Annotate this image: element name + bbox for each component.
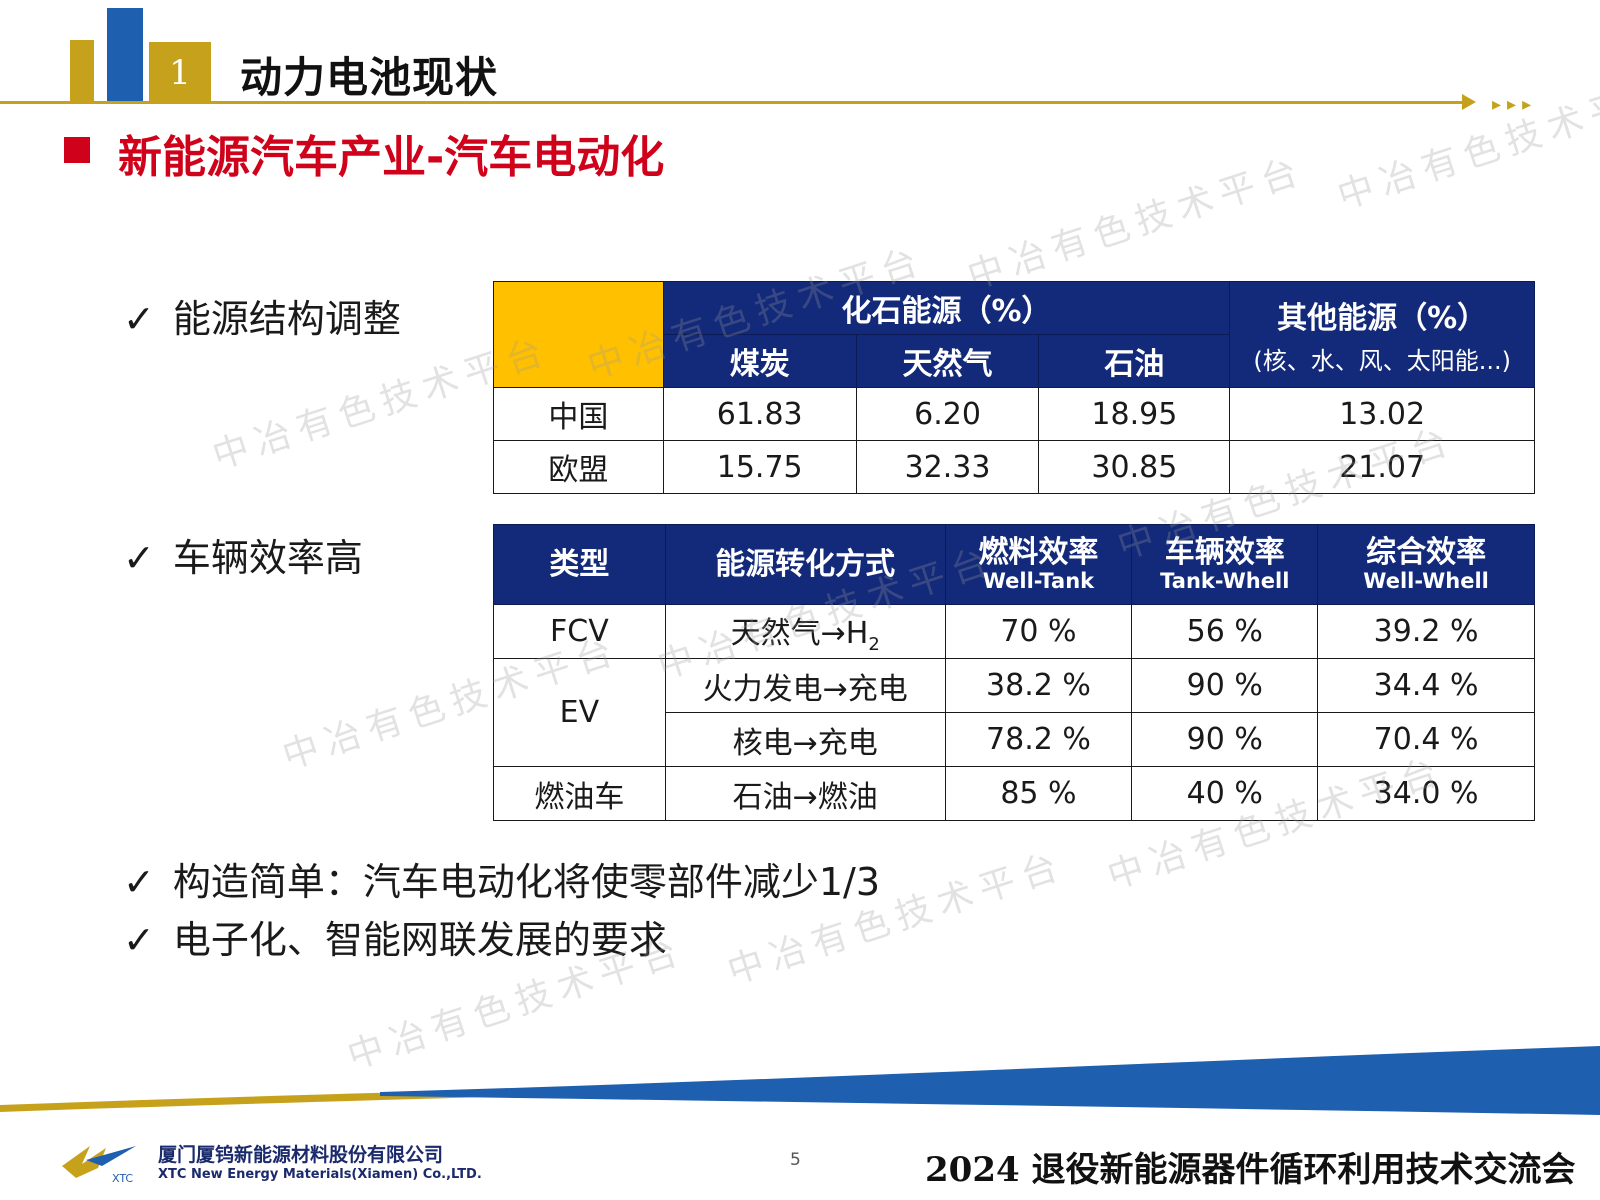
slide-subtitle: 新能源汽车产业-汽车电动化 bbox=[118, 132, 665, 183]
fuel-efficiency-cell: 85 % bbox=[944, 766, 1133, 821]
bullet-text: 能源结构调整 bbox=[172, 297, 401, 341]
header-bar-decoration bbox=[107, 8, 143, 104]
table-row: 燃油车 石油→燃油 85 % 40 % 34.0 % bbox=[493, 766, 1535, 821]
coal-cell: 15.75 bbox=[662, 440, 857, 494]
method-cell: 火力发电→充电 bbox=[664, 658, 946, 713]
table-row: 欧盟 15.75 32.33 30.85 21.07 bbox=[493, 440, 1535, 494]
section-number: 1 bbox=[149, 42, 211, 104]
gas-cell: 6.20 bbox=[855, 387, 1040, 441]
region-cell: 中国 bbox=[493, 387, 664, 441]
svg-text:XTC: XTC bbox=[112, 1172, 133, 1184]
check-icon: ✓ bbox=[123, 860, 155, 904]
column-header-coal: 煤炭 bbox=[662, 334, 857, 388]
method-cell: 核电→充电 bbox=[664, 712, 946, 767]
watermark: 中冶有色技术平台 bbox=[1332, 69, 1600, 218]
bullet-text: 构造简单：汽车电动化将使零部件减少1/3 bbox=[172, 860, 881, 904]
type-cell: 燃油车 bbox=[493, 766, 666, 821]
type-cell: FCV bbox=[493, 604, 666, 659]
other-energy-header: 其他能源（%） (核、水、风、太阳能...) bbox=[1229, 281, 1535, 388]
total-efficiency-cell: 39.2 % bbox=[1317, 604, 1535, 659]
other-cell: 13.02 bbox=[1229, 387, 1535, 441]
energy-structure-table: 化石能源（%） 其他能源（%） (核、水、风、太阳能...) 煤炭 天然气 石油… bbox=[493, 281, 1535, 494]
bullet-text: 车辆效率高 bbox=[172, 536, 363, 580]
arrow-icon bbox=[1462, 94, 1476, 110]
fuel-header-cn: 燃料效率 bbox=[978, 534, 1099, 570]
method-subscript: 2 bbox=[868, 634, 880, 655]
column-header-type: 类型 bbox=[493, 524, 666, 605]
company-logo: XTC bbox=[62, 1146, 136, 1184]
column-header-total: 综合效率 Well-Whell bbox=[1317, 524, 1535, 605]
fuel-header-en: Well-Tank bbox=[982, 569, 1095, 594]
total-header-cn: 综合效率 bbox=[1366, 534, 1487, 570]
check-icon: ✓ bbox=[123, 536, 155, 580]
vehicle-header-cn: 车辆效率 bbox=[1164, 534, 1285, 570]
vehicle-efficiency-cell: 90 % bbox=[1131, 712, 1319, 767]
bullet-energy-structure: ✓ 能源结构调整 bbox=[123, 288, 401, 343]
table-row: 中国 61.83 6.20 18.95 13.02 bbox=[493, 387, 1535, 441]
table-row: FCV 天然气→H2 70 % 56 % 39.2 % bbox=[493, 604, 1535, 659]
bullet-electronics: ✓ 电子化、智能网联发展的要求 bbox=[123, 909, 667, 964]
vehicle-efficiency-cell: 90 % bbox=[1131, 658, 1319, 713]
bullet-simple-structure: ✓ 构造简单：汽车电动化将使零部件减少1/3 bbox=[123, 851, 880, 906]
subtitle-square-icon bbox=[64, 137, 90, 163]
check-icon: ✓ bbox=[123, 297, 155, 341]
page-number: 5 bbox=[790, 1150, 801, 1170]
table-row: EV 火力发电→充电 38.2 % 90 % 34.4 % bbox=[493, 658, 1535, 767]
fossil-energy-header: 化石能源（%） bbox=[662, 281, 1231, 335]
vehicle-efficiency-cell: 56 % bbox=[1131, 604, 1319, 659]
other-cell: 21.07 bbox=[1229, 440, 1535, 494]
column-header-method: 能源转化方式 bbox=[664, 524, 946, 605]
table-corner bbox=[493, 281, 664, 388]
total-efficiency-cell: 70.4 % bbox=[1317, 712, 1535, 767]
vehicle-efficiency-table: 类型 能源转化方式 燃料效率 Well-Tank 车辆效率 Tank-Whell… bbox=[493, 524, 1535, 821]
method-cell: 石油→燃油 bbox=[664, 766, 946, 821]
watermark: 中冶有色技术平台 bbox=[962, 149, 1311, 298]
total-header-en: Well-Whell bbox=[1363, 569, 1489, 594]
vehicle-header-en: Tank-Whell bbox=[1160, 569, 1290, 594]
footer-swoosh bbox=[0, 1046, 1600, 1115]
other-energy-note: (核、水、风、太阳能...) bbox=[1253, 347, 1511, 375]
company-name-cn: 厦门厦钨新能源材料股份有限公司 bbox=[158, 1144, 444, 1166]
fuel-efficiency-cell: 70 % bbox=[944, 604, 1133, 659]
check-icon: ✓ bbox=[123, 918, 155, 962]
type-cell: EV bbox=[493, 658, 666, 767]
header-bar-decoration bbox=[70, 40, 94, 104]
column-header-oil: 石油 bbox=[1038, 334, 1231, 388]
fuel-efficiency-cell: 78.2 % bbox=[944, 712, 1133, 767]
page-title: 动力电池现状 bbox=[240, 53, 499, 102]
column-header-gas: 天然气 bbox=[855, 334, 1040, 388]
column-header-vehicle: 车辆效率 Tank-Whell bbox=[1131, 524, 1319, 605]
total-efficiency-cell: 34.4 % bbox=[1317, 658, 1535, 713]
region-cell: 欧盟 bbox=[493, 440, 664, 494]
other-energy-title: 其他能源（%） bbox=[1277, 301, 1488, 336]
vehicle-efficiency-cell: 40 % bbox=[1131, 766, 1319, 821]
oil-cell: 18.95 bbox=[1038, 387, 1231, 441]
bullet-vehicle-efficiency: ✓ 车辆效率高 bbox=[123, 527, 363, 582]
oil-cell: 30.85 bbox=[1038, 440, 1231, 494]
company-name-en: XTC New Energy Materials(Xiamen) Co.,LTD… bbox=[158, 1167, 482, 1182]
coal-cell: 61.83 bbox=[662, 387, 857, 441]
column-header-fuel: 燃料效率 Well-Tank bbox=[944, 524, 1133, 605]
chevron-dots-icon: ▸▸▸ bbox=[1492, 94, 1538, 115]
header-divider bbox=[0, 101, 1465, 104]
bullet-text: 电子化、智能网联发展的要求 bbox=[172, 918, 667, 962]
method-text: 天然气→H bbox=[730, 616, 869, 651]
total-efficiency-cell: 34.0 % bbox=[1317, 766, 1535, 821]
gas-cell: 32.33 bbox=[855, 440, 1040, 494]
fuel-efficiency-cell: 38.2 % bbox=[944, 658, 1133, 713]
method-cell: 天然气→H2 bbox=[664, 604, 946, 659]
conference-title: 2024 退役新能源器件循环利用技术交流会 bbox=[925, 1150, 1576, 1190]
